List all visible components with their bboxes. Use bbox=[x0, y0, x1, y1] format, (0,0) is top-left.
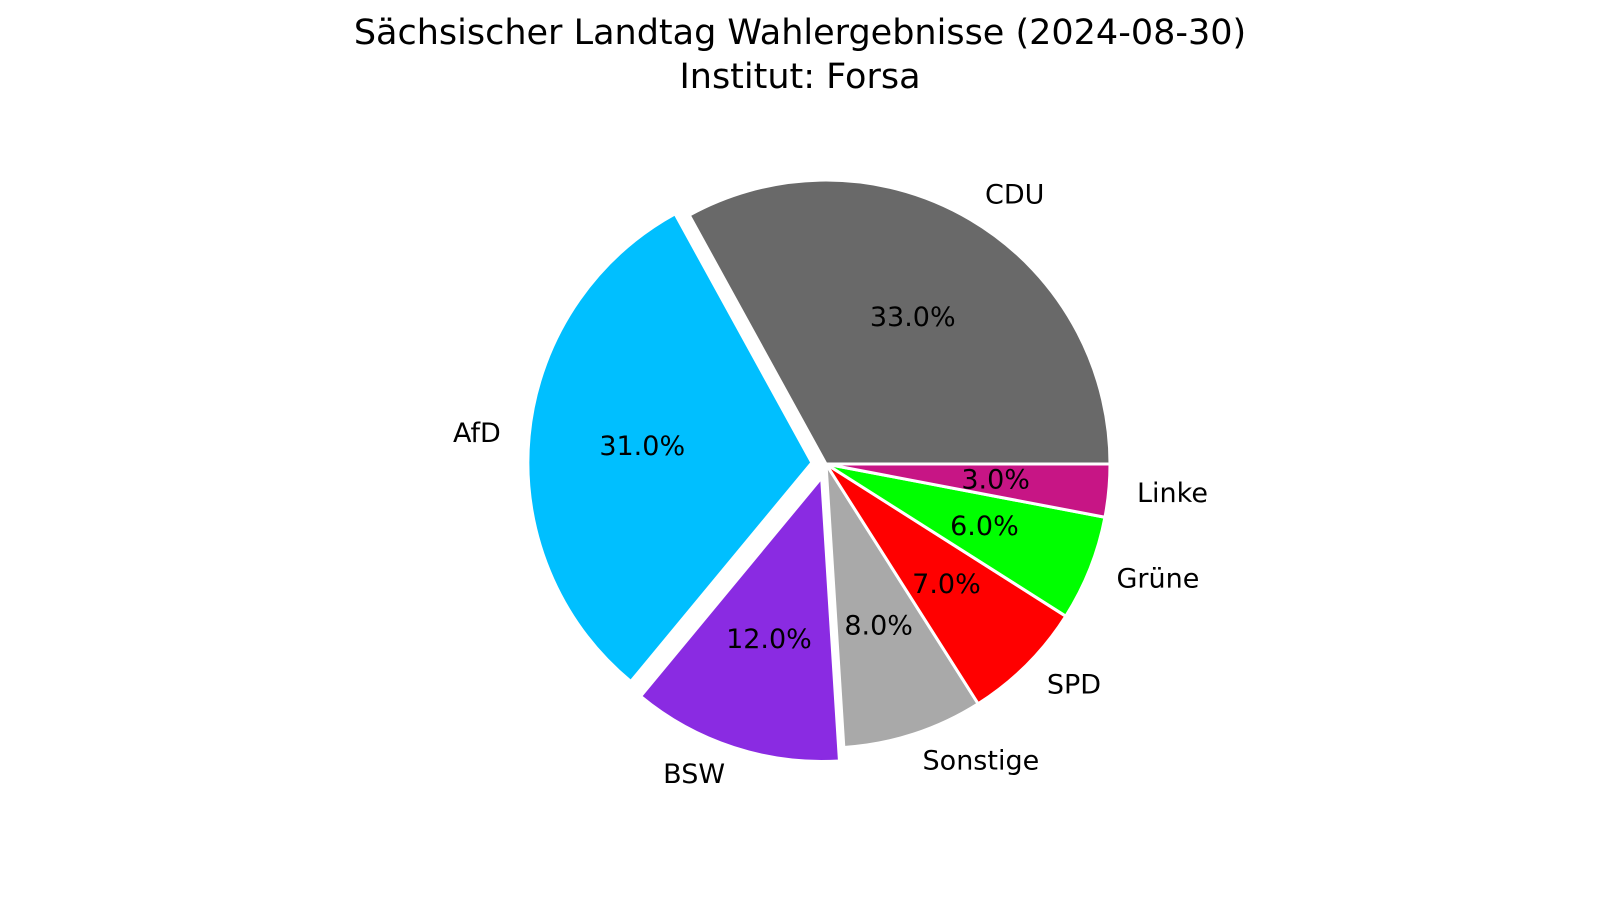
slice-label-bsw: BSW bbox=[663, 759, 725, 790]
pct-label-sonstige: 8.0% bbox=[844, 611, 913, 642]
slice-label-cdu: CDU bbox=[985, 180, 1044, 211]
pie-slice-sonstige bbox=[824, 462, 980, 749]
slice-label-gruene: Grüne bbox=[1116, 564, 1199, 595]
pie-slice-afd bbox=[526, 212, 814, 683]
pct-label-linke: 3.0% bbox=[961, 465, 1030, 496]
pie-slice-bsw bbox=[639, 476, 841, 763]
slice-label-spd: SPD bbox=[1047, 669, 1101, 700]
slice-label-linke: Linke bbox=[1137, 478, 1208, 509]
chart-title: Sächsischer Landtag Wahlergebnisse (2024… bbox=[353, 13, 1247, 53]
pct-label-gruene: 6.0% bbox=[950, 511, 1019, 542]
pct-label-bsw: 12.0% bbox=[726, 624, 812, 655]
pie-slices bbox=[526, 178, 1112, 763]
slice-label-sonstige: Sonstige bbox=[923, 746, 1040, 777]
chart-subtitle: Institut: Forsa bbox=[679, 57, 921, 97]
pct-label-spd: 7.0% bbox=[912, 569, 981, 600]
pie-slice-cdu bbox=[687, 178, 1112, 466]
slice-label-afd: AfD bbox=[453, 418, 501, 449]
pct-label-afd: 31.0% bbox=[599, 431, 685, 462]
pie-labels: 33.0% CDU 31.0% AfD 12.0% BSW 8.0% Sonstige 7.0%… bbox=[453, 180, 1208, 791]
pie-slice-spd bbox=[824, 462, 1068, 706]
pie-slice-linke bbox=[824, 462, 1112, 519]
pct-label-cdu: 33.0% bbox=[870, 302, 956, 333]
